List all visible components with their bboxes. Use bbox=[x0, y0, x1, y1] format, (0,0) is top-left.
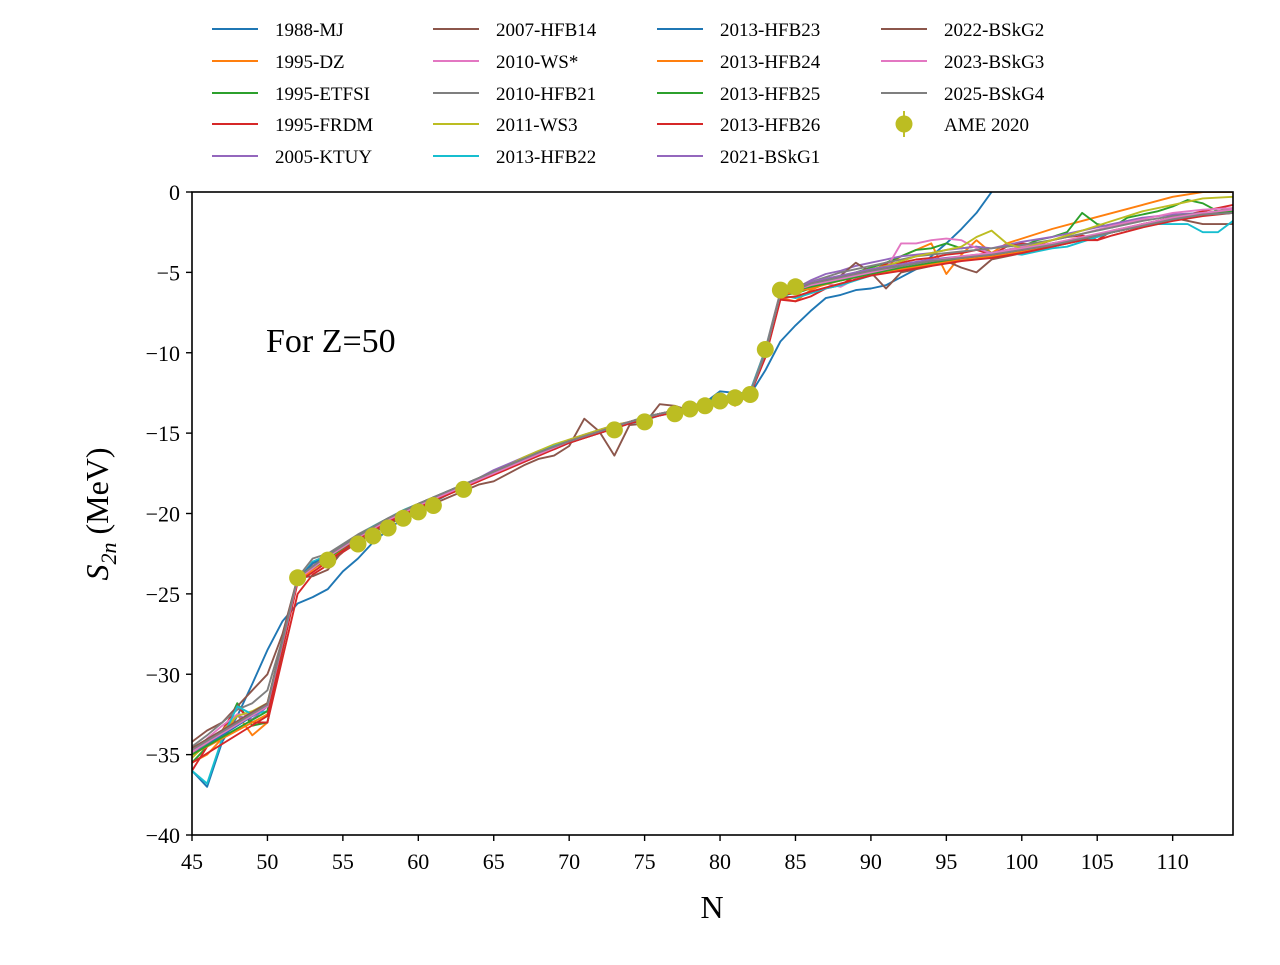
legend-label: 2013-HFB25 bbox=[720, 84, 820, 105]
legend-label: 2023-BSkG3 bbox=[944, 52, 1044, 73]
x-tick-label: 95 bbox=[935, 849, 957, 874]
x-tick-label: 60 bbox=[407, 849, 429, 874]
x-axis: 45 50 55 60 65 70 75 80 85 90 95 100 105 110 bbox=[181, 835, 1189, 874]
x-tick-label: 80 bbox=[709, 849, 731, 874]
legend-label: 2013-HFB26 bbox=[720, 115, 820, 136]
legend-label: 2025-BSkG4 bbox=[944, 84, 1045, 105]
y-tick-label: −20 bbox=[146, 502, 180, 527]
legend-label: 2013-HFB23 bbox=[720, 20, 820, 41]
ame-point bbox=[681, 400, 699, 418]
x-tick-label: 55 bbox=[332, 849, 354, 874]
legend-label: AME 2020 bbox=[944, 115, 1029, 136]
legend-swatch bbox=[895, 115, 913, 133]
ame-point bbox=[455, 480, 473, 498]
legend: 1988-MJ 1995-DZ 1995-ETFSI 1995-FRDM 2005-KT… bbox=[212, 20, 1045, 168]
legend-label: 2011-WS3 bbox=[496, 115, 578, 136]
annotation-text: For Z=50 bbox=[266, 323, 396, 360]
y-tick-label: −35 bbox=[146, 743, 180, 768]
legend-label: 2022-BSkG2 bbox=[944, 20, 1044, 41]
ame-point bbox=[696, 397, 714, 415]
ame-point bbox=[636, 413, 654, 431]
x-axis-label: N bbox=[700, 889, 723, 925]
x-tick-label: 65 bbox=[483, 849, 505, 874]
ame-point bbox=[756, 341, 774, 358]
y-tick-label: −25 bbox=[146, 582, 180, 607]
ame-point bbox=[726, 389, 744, 407]
ame-point bbox=[394, 509, 412, 527]
legend-label: 1995-DZ bbox=[275, 52, 345, 73]
x-tick-label: 50 bbox=[256, 849, 278, 874]
y-tick-label: −10 bbox=[146, 341, 180, 366]
x-tick-label: 110 bbox=[1157, 849, 1189, 874]
legend-label: 1995-FRDM bbox=[275, 115, 373, 136]
ame-point bbox=[319, 551, 337, 569]
x-tick-label: 45 bbox=[181, 849, 203, 874]
legend-label: 2010-HFB21 bbox=[496, 84, 596, 105]
x-tick-label: 105 bbox=[1081, 849, 1114, 874]
ame-point bbox=[379, 519, 397, 537]
ame-point bbox=[787, 278, 804, 296]
y-axis-label-symbol: S bbox=[79, 565, 115, 581]
ame-point bbox=[741, 386, 759, 403]
x-tick-label: 75 bbox=[634, 849, 656, 874]
x-tick-label: 100 bbox=[1005, 849, 1038, 874]
ame-point bbox=[424, 497, 442, 514]
legend-label: 2005-KTUY bbox=[275, 147, 372, 168]
ame-point bbox=[771, 281, 789, 299]
x-tick-label: 70 bbox=[558, 849, 580, 874]
x-tick-label: 85 bbox=[784, 849, 806, 874]
ame-point bbox=[409, 503, 427, 521]
x-tick-label: 90 bbox=[860, 849, 882, 874]
legend-label: 2013-HFB24 bbox=[720, 52, 821, 73]
legend-label: 1988-MJ bbox=[275, 20, 344, 41]
legend-label: 2007-HFB14 bbox=[496, 20, 597, 41]
legend-label: 2010-WS* bbox=[496, 52, 578, 73]
legend-label: 2021-BSkG1 bbox=[720, 147, 820, 168]
experimental-points bbox=[289, 278, 804, 587]
ame-point bbox=[711, 392, 729, 410]
y-tick-label: −5 bbox=[157, 260, 180, 285]
ame-point bbox=[605, 421, 623, 439]
legend-label: 2013-HFB22 bbox=[496, 147, 596, 168]
ame-point bbox=[289, 569, 307, 587]
ame-point bbox=[666, 405, 684, 423]
y-tick-label: −40 bbox=[146, 823, 180, 848]
ame-point bbox=[349, 535, 367, 553]
y-axis-label-subscript: 2n bbox=[96, 543, 121, 565]
y-tick-label: −30 bbox=[146, 662, 180, 687]
y-tick-label: 0 bbox=[169, 180, 180, 205]
y-axis: 0 −5 −10 −15 −20 −25 −30 −35 −40 bbox=[146, 180, 192, 848]
y-tick-label: −15 bbox=[146, 421, 180, 446]
ame-point bbox=[364, 527, 382, 545]
y-axis-label-unit: (MeV) bbox=[79, 447, 115, 542]
y-axis-label: S2n (MeV) bbox=[79, 447, 121, 580]
legend-label: 1995-ETFSI bbox=[275, 84, 370, 105]
plot-area bbox=[192, 192, 1233, 835]
